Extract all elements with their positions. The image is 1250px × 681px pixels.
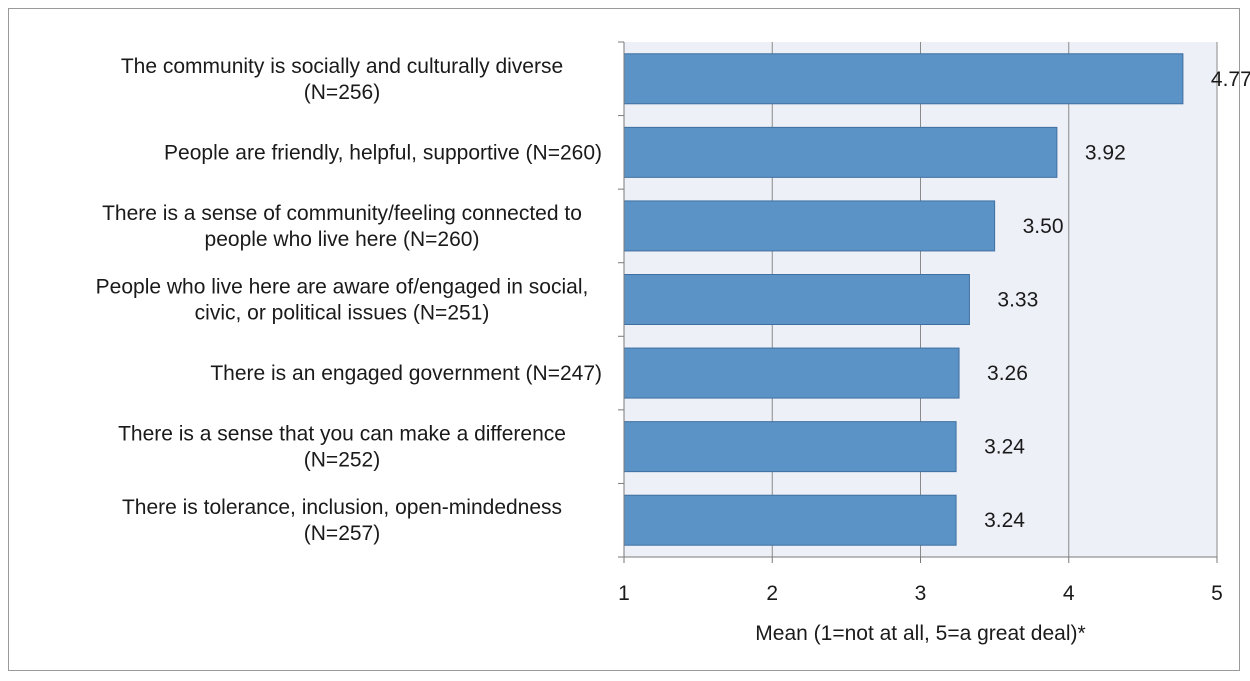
category-label-7-line-1: There is tolerance, inclusion, open-mind…: [122, 496, 562, 519]
bar-3: [623, 200, 996, 252]
value-labels: 4.77 3.92 3.50 3.33 3.26 3.24 3.24: [984, 68, 1250, 532]
category-label-7: There is tolerance, inclusion, open-mind…: [122, 496, 562, 545]
category-label-5-line-1: There is an engaged government (N=247): [210, 362, 602, 385]
value-label-6: 3.24: [984, 436, 1025, 459]
category-label-1-line-1: The community is socially and culturally…: [121, 55, 563, 78]
category-label-1-line-2: (N=256): [304, 81, 380, 104]
bar-7: [623, 494, 957, 546]
category-label-3-line-2: people who live here (N=260): [205, 228, 480, 251]
category-labels: The community is socially and culturally…: [96, 55, 602, 545]
category-label-6-line-1: There is a sense that you can make a dif…: [118, 423, 566, 446]
category-label-4-line-2: civic, or political issues (N=251): [195, 302, 490, 325]
x-tick-labels: 1 2 3 4 5: [618, 582, 1223, 605]
bar-4: [623, 274, 970, 325]
category-label-1: The community is socially and culturally…: [121, 55, 563, 104]
category-label-4-line-1: People who live here are aware of/engage…: [96, 276, 589, 299]
value-label-5: 3.26: [987, 362, 1028, 385]
x-tick-label-5: 5: [1211, 582, 1223, 605]
category-label-2: People are friendly, helpful, supportive…: [164, 141, 602, 164]
x-tick-label-4: 4: [1063, 582, 1075, 605]
x-tick-label-2: 2: [766, 582, 778, 605]
category-label-3-line-1: There is a sense of community/feeling co…: [102, 202, 582, 225]
category-label-6: There is a sense that you can make a dif…: [118, 423, 566, 472]
axes: [618, 41, 1218, 563]
value-label-3: 3.50: [1023, 215, 1064, 238]
category-label-3: There is a sense of community/feeling co…: [102, 202, 582, 251]
category-label-5: There is an engaged government (N=247): [210, 362, 602, 385]
category-label-4: People who live here are aware of/engage…: [96, 276, 589, 325]
category-label-7-line-2: (N=257): [304, 522, 380, 545]
value-label-7: 3.24: [984, 509, 1025, 532]
x-tick-label-3: 3: [915, 582, 927, 605]
bar-1: [623, 53, 1184, 105]
category-label-6-line-2: (N=252): [304, 449, 380, 472]
bars: [623, 53, 1184, 546]
value-label-1: 4.77: [1211, 68, 1250, 91]
x-tick-label-1: 1: [618, 582, 630, 605]
value-label-4: 3.33: [997, 289, 1038, 312]
category-label-2-line-1: People are friendly, helpful, supportive…: [164, 141, 602, 164]
bar-6: [623, 421, 957, 473]
x-axis-title: Mean (1=not at all, 5=a great deal)*: [755, 622, 1085, 645]
bar-5: [623, 347, 960, 399]
value-label-2: 3.92: [1085, 141, 1126, 164]
bar-2: [623, 126, 1058, 178]
